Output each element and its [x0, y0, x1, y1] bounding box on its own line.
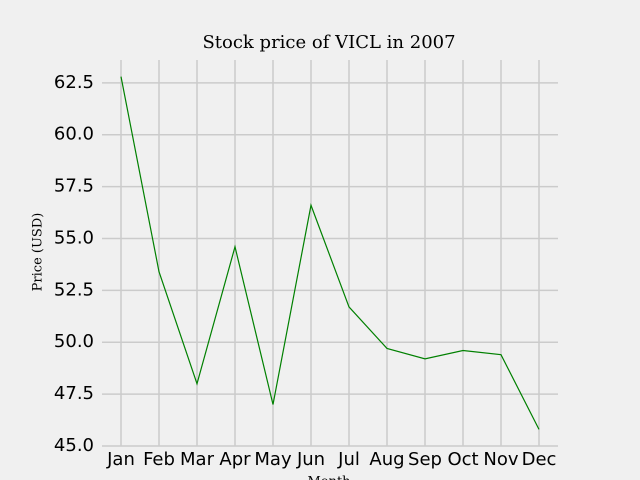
y-axis-label: Price (USD): [31, 213, 46, 292]
x-tick-label: Aug: [369, 449, 404, 470]
x-tick-label: Jan: [106, 449, 135, 470]
x-tick-label: Apr: [219, 449, 251, 470]
x-tick-label: May: [254, 449, 292, 470]
y-tick-label: 55.0: [54, 227, 94, 248]
y-tick-label: 50.0: [54, 331, 94, 352]
y-tick-label: 45.0: [54, 435, 94, 456]
x-tick-label: Sep: [408, 449, 442, 470]
x-tick-label: Feb: [143, 449, 175, 470]
x-tick-label: Oct: [447, 449, 478, 470]
y-tick-label: 52.5: [54, 279, 94, 300]
x-axis-label: Month: [307, 475, 351, 480]
x-tick-label: Mar: [180, 449, 215, 470]
chart-title: Stock price of VICL in 2007: [202, 32, 455, 53]
x-tick-label: Jul: [337, 449, 360, 470]
y-tick-label: 60.0: [54, 124, 94, 145]
y-tick-label: 62.5: [54, 72, 94, 93]
y-tick-label: 47.5: [54, 383, 94, 404]
x-tick-label: Dec: [522, 449, 557, 470]
line: [120, 76, 540, 430]
y-tick-label: 57.5: [54, 176, 94, 197]
x-tick-label: Nov: [483, 449, 518, 470]
x-tick-label: Jun: [296, 449, 325, 470]
